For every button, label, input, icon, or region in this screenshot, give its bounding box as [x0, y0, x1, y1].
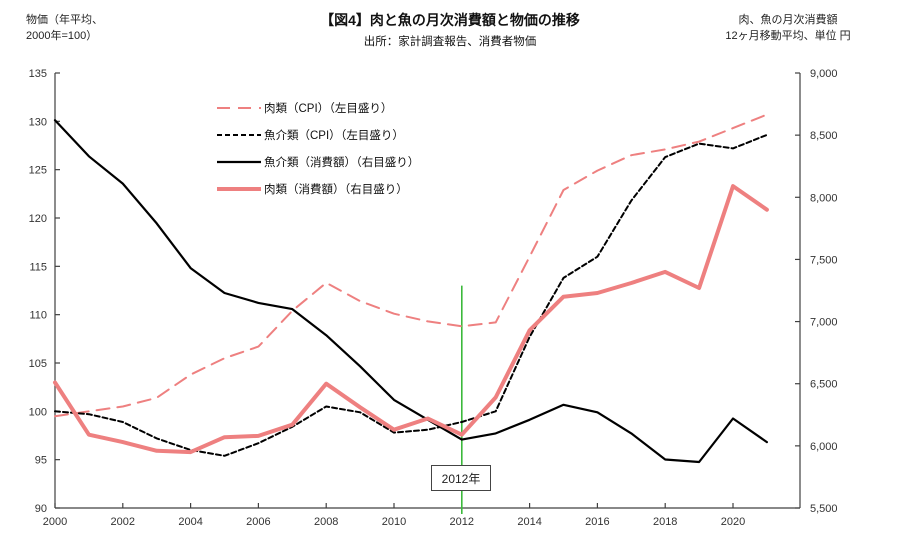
legend-label: 魚介類（CPI）（左目盛り） — [264, 129, 404, 142]
left-tick-label: 125 — [29, 165, 47, 177]
left-tick-label: 90 — [35, 503, 47, 515]
right-tick-label: 8,000 — [810, 192, 838, 204]
left-tick-label: 115 — [29, 261, 47, 273]
right-tick-label: 5,500 — [810, 503, 838, 515]
legend-label: 肉類（消費額）（右目盛り） — [264, 183, 408, 196]
series-line-1 — [54, 133, 768, 457]
title-block: 【図4】肉と魚の月次消費額と物価の推移 出所：家計調査報告、消費者物価 — [0, 10, 900, 49]
x-tick-label: 2008 — [314, 516, 338, 528]
series-line-3 — [53, 184, 769, 455]
legend-item-meat-consumption: 肉類（消費額）（右目盛り） — [216, 175, 419, 202]
left-tick-label: 95 — [35, 455, 47, 467]
right-axis-title: 肉、魚の月次消費額 12ヶ月移動平均、単位 円 — [725, 14, 851, 42]
right-tick-label: 6,000 — [810, 441, 838, 453]
legend-label: 肉類（CPI）（左目盛り） — [264, 102, 393, 115]
series-line-2 — [53, 119, 769, 464]
x-tick-label: 2004 — [178, 516, 202, 528]
left-tick-label: 120 — [29, 213, 47, 225]
legend-label: 魚介類（消費額）（右目盛り） — [264, 156, 420, 169]
right-tick-label: 6,500 — [810, 379, 838, 391]
x-tick-label: 2016 — [585, 516, 609, 528]
right-tick-label: 9,000 — [810, 68, 838, 80]
x-tick-label: 2020 — [721, 516, 745, 528]
legend-item-fish-consumption: 魚介類（消費額）（右目盛り） — [216, 148, 419, 175]
right-tick-label: 7,500 — [810, 254, 838, 266]
chart-subtitle: 出所：家計調査報告、消費者物価 — [363, 36, 537, 48]
right-tick-label: 8,500 — [810, 130, 838, 142]
right-tick-label: 7,000 — [810, 317, 838, 329]
x-tick-label: 2010 — [382, 516, 406, 528]
chart-title: 【図4】肉と魚の月次消費額と物価の推移 — [320, 12, 580, 28]
annotation-2012-label: 2012年 — [431, 465, 491, 491]
left-tick-label: 105 — [29, 358, 47, 370]
legend-item-fish-cpi: 魚介類（CPI）（左目盛り） — [216, 121, 419, 148]
left-axis-title: 物価（年平均、 2000年=100） — [26, 14, 103, 42]
series-line-0 — [54, 113, 768, 418]
left-tick-label: 135 — [29, 68, 47, 80]
x-tick-label: 2018 — [653, 516, 677, 528]
x-tick-label: 2006 — [246, 516, 270, 528]
legend-item-meat-cpi: 肉類（CPI）（左目盛り） — [216, 94, 419, 121]
x-tick-label: 2012 — [450, 516, 474, 528]
x-tick-label: 2000 — [43, 516, 67, 528]
left-tick-label: 110 — [29, 310, 47, 322]
left-tick-label: 100 — [29, 406, 47, 418]
legend: 肉類（CPI）（左目盛り） 魚介類（CPI）（左目盛り） 魚介類（消費額）（右目… — [216, 94, 419, 202]
x-tick-label: 2014 — [517, 516, 541, 528]
left-tick-label: 130 — [29, 116, 47, 128]
x-tick-label: 2002 — [111, 516, 135, 528]
